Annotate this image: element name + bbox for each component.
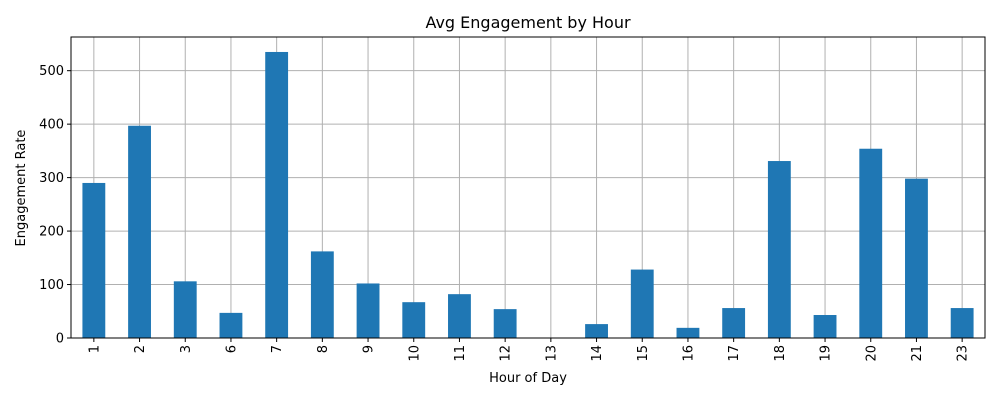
x-tick-label: 2 (133, 345, 148, 353)
x-tick-label: 3 (179, 345, 194, 353)
x-tick-label: 12 (499, 345, 514, 362)
x-tick-label: 18 (773, 345, 788, 362)
bar-hour-11 (448, 294, 471, 338)
x-tick-label: 20 (864, 345, 879, 362)
x-tick-label: 13 (544, 345, 559, 362)
chart-title: Avg Engagement by Hour (425, 13, 631, 32)
bar-hour-9 (356, 283, 380, 338)
bars (82, 51, 974, 339)
bar-hour-16 (676, 327, 700, 338)
x-tick-label: 1 (87, 345, 102, 353)
bar-hour-8 (310, 251, 334, 338)
x-tick-label: 6 (224, 345, 239, 353)
x-tick-label: 16 (681, 345, 696, 362)
bar-hour-21 (905, 178, 928, 338)
x-tick-label: 21 (910, 345, 925, 362)
bar-hour-15 (630, 269, 654, 338)
y-tick-label: 300 (39, 171, 64, 186)
y-tick-label: 500 (39, 64, 64, 79)
bar-hour-23 (950, 308, 974, 338)
y-axis-ticks: 0 100 200 300 400 500 (39, 64, 71, 347)
x-tick-label: 10 (407, 345, 422, 362)
x-tick-label: 11 (453, 345, 468, 362)
y-tick-label: 400 (39, 118, 64, 133)
x-tick-label: 14 (590, 345, 605, 362)
plot-frame (70, 36, 986, 339)
bar-hour-12 (493, 309, 517, 338)
bar-hour-10 (402, 302, 426, 338)
x-axis-ticks: 1 2 3 6 7 8 9 10 11 12 13 14 15 16 17 18 19 20 21 23 (87, 338, 971, 362)
bar-hour-1 (82, 182, 106, 338)
y-tick-label: 200 (39, 225, 64, 240)
bar-hour-6 (219, 312, 243, 338)
y-tick-label: 100 (39, 278, 64, 293)
x-tick-label: 23 (956, 345, 971, 362)
grid-lines (71, 37, 985, 339)
x-tick-label: 9 (362, 345, 377, 353)
x-axis-label: Hour of Day (489, 371, 567, 386)
bar-hour-2 (128, 125, 151, 338)
bar-hour-7 (265, 51, 289, 339)
y-axis-label: Engagement Rate (14, 130, 29, 247)
x-tick-label: 8 (316, 345, 331, 353)
x-tick-label: 19 (819, 345, 834, 362)
bar-hour-3 (173, 281, 197, 338)
bar-hour-17 (722, 308, 746, 338)
bar-hour-20 (859, 148, 883, 338)
bar-hour-18 (767, 161, 791, 338)
x-tick-label: 15 (636, 345, 651, 362)
bar-hour-14 (585, 324, 608, 338)
x-tick-label: 17 (727, 345, 742, 362)
x-tick-label: 7 (270, 345, 285, 353)
y-tick-label: 0 (56, 332, 64, 347)
bar-hour-19 (813, 315, 837, 338)
